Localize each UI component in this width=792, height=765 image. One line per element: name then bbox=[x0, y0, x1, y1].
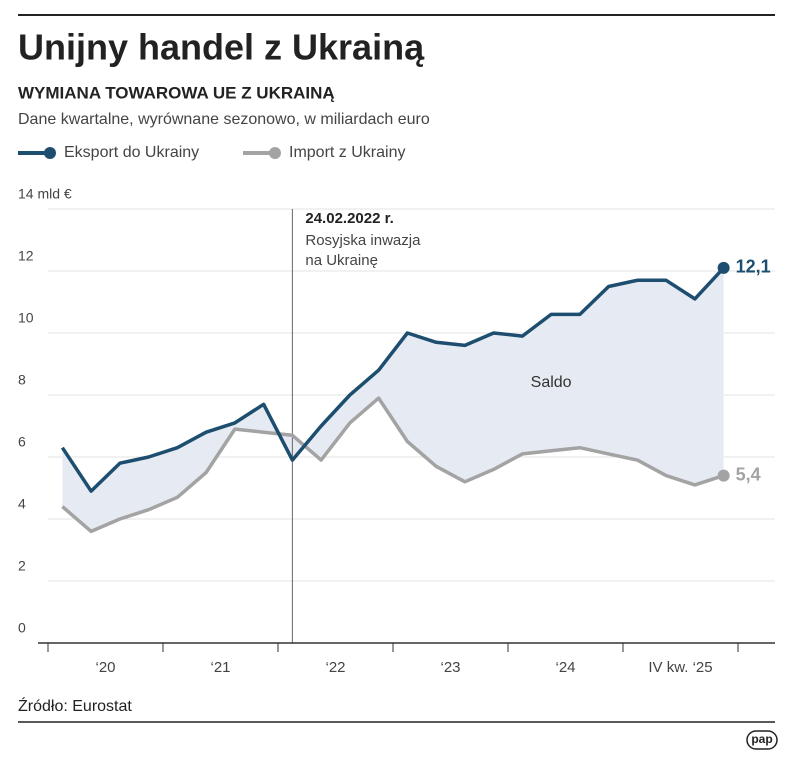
y-tick-label: 8 bbox=[18, 372, 26, 388]
series-line bbox=[61, 396, 725, 534]
annotation-text: na Ukrainę bbox=[305, 252, 378, 269]
saldo-area bbox=[62, 267, 724, 532]
legend-label: Eksport do Ukrainy bbox=[64, 144, 199, 161]
x-tick-label: ‘22 bbox=[325, 659, 345, 676]
source: Źródło: Eurostat bbox=[18, 696, 132, 715]
end-dot bbox=[717, 469, 730, 482]
end-dot bbox=[717, 261, 730, 274]
value-label: 5,4 bbox=[736, 464, 761, 484]
legend-dot bbox=[44, 147, 56, 159]
y-tick-label: 10 bbox=[18, 310, 34, 326]
legend-label: Import z Ukrainy bbox=[289, 144, 405, 161]
series-line bbox=[60, 266, 725, 493]
logo-frame bbox=[746, 730, 778, 750]
area-label: Saldo bbox=[531, 374, 572, 391]
legend-dot bbox=[269, 147, 281, 159]
value-label: 12,1 bbox=[736, 257, 771, 277]
chart-description: Dane kwartalne, wyrównane sezonowo, w mi… bbox=[18, 111, 430, 128]
chart-title: Unijny handel z Ukrainą bbox=[18, 27, 425, 68]
x-tick-label: ‘20 bbox=[95, 659, 115, 676]
y-tick-label: 4 bbox=[18, 496, 26, 512]
x-tick-label: ‘24 bbox=[555, 659, 575, 676]
chart-subtitle: WYMIANA TOWAROWA UE Z UKRAINĄ bbox=[18, 83, 335, 102]
x-tick-label: ‘21 bbox=[210, 659, 230, 676]
y-tick-label: 14 mld € bbox=[18, 186, 72, 202]
y-tick-label: 6 bbox=[18, 434, 26, 450]
y-tick-label: 12 bbox=[18, 248, 34, 264]
y-tick-label: 0 bbox=[18, 620, 26, 636]
y-tick-label: 2 bbox=[18, 558, 26, 574]
logo: pap bbox=[751, 732, 772, 746]
annotation-text: Rosyjska inwazja bbox=[305, 232, 421, 249]
x-tick-label: ‘23 bbox=[440, 659, 460, 676]
x-tick-label: IV kw. ‘25 bbox=[648, 659, 712, 676]
annotation-title: 24.02.2022 r. bbox=[305, 210, 393, 227]
